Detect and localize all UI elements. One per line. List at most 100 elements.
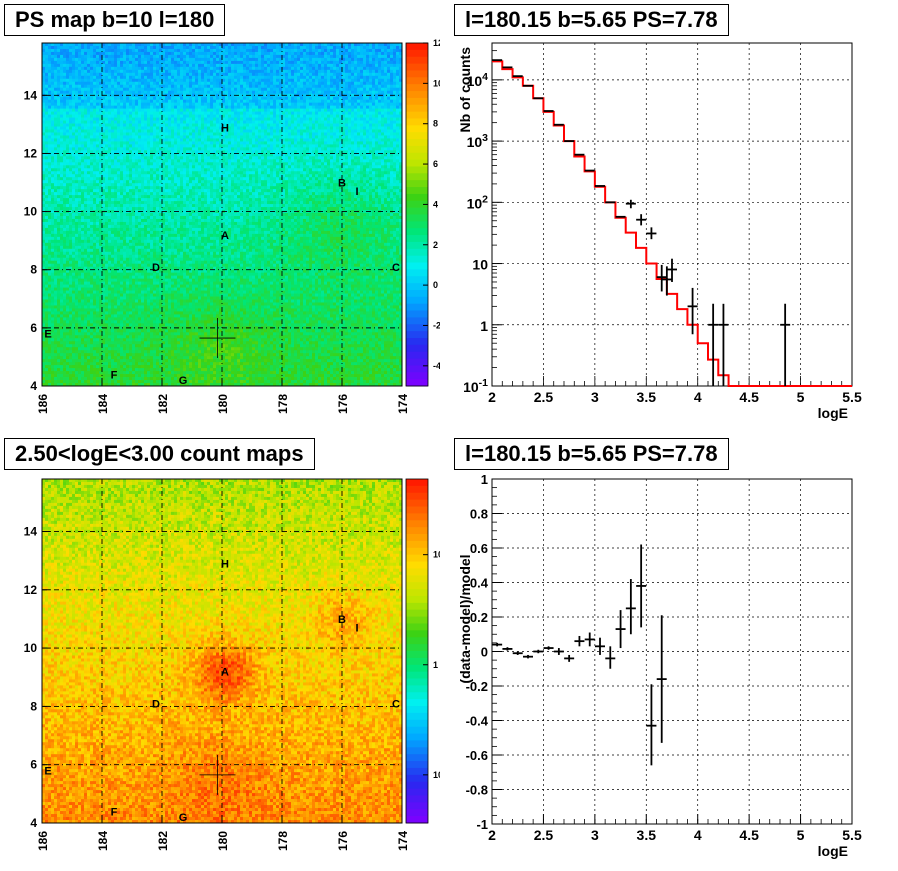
heatmap-cell bbox=[213, 87, 217, 92]
heatmap-cell bbox=[366, 54, 370, 59]
heatmap-cell bbox=[78, 57, 82, 62]
heatmap-cell bbox=[69, 159, 73, 163]
heatmap-cell bbox=[324, 60, 328, 65]
heatmap-cell bbox=[111, 48, 115, 53]
heatmap-cell bbox=[165, 72, 169, 77]
heatmap-cell bbox=[81, 159, 85, 163]
heatmap-cell bbox=[369, 90, 373, 95]
heatmap-cell bbox=[396, 147, 400, 151]
heatmap-cell bbox=[276, 90, 280, 95]
heatmap-cell bbox=[189, 51, 193, 56]
heatmap-cell bbox=[324, 108, 328, 112]
heatmap-cell bbox=[288, 48, 292, 53]
heatmap-cell bbox=[135, 87, 139, 92]
heatmap-cell bbox=[351, 126, 355, 130]
heatmap-cell bbox=[351, 108, 355, 112]
heatmap-cell bbox=[84, 54, 88, 59]
heatmap-cell bbox=[243, 147, 247, 151]
heatmap-cell bbox=[249, 132, 253, 136]
heatmap-cell bbox=[339, 159, 343, 163]
heatmap-cell bbox=[384, 108, 388, 112]
heatmap-cell bbox=[372, 102, 376, 107]
heatmap-cell bbox=[141, 141, 145, 145]
heatmap-cell bbox=[234, 153, 238, 157]
heatmap-cell bbox=[315, 129, 319, 133]
heatmap-cell bbox=[228, 57, 232, 62]
heatmap-cell bbox=[42, 165, 46, 169]
heatmap-cell bbox=[102, 126, 106, 130]
heatmap-cell bbox=[294, 102, 298, 107]
heatmap-cell bbox=[126, 114, 130, 118]
heatmap-cell bbox=[354, 43, 358, 47]
heatmap-cell bbox=[189, 87, 193, 92]
heatmap-cell bbox=[324, 126, 328, 130]
heatmap-cell bbox=[102, 75, 106, 80]
heatmap-cell bbox=[267, 144, 271, 148]
heatmap-cell bbox=[111, 54, 115, 59]
heatmap-cell bbox=[132, 87, 136, 92]
heatmap-cell bbox=[231, 165, 235, 169]
heatmap-cell bbox=[48, 63, 52, 68]
heatmap-cell bbox=[381, 102, 385, 107]
heatmap-cell bbox=[174, 84, 178, 89]
heatmap-cell bbox=[336, 111, 340, 115]
heatmap-cell bbox=[189, 162, 193, 166]
heatmap-cell bbox=[60, 129, 64, 133]
heatmap-cell bbox=[132, 159, 136, 163]
heatmap-cell bbox=[378, 141, 382, 145]
heatmap-cell bbox=[96, 156, 100, 160]
heatmap-cell bbox=[366, 144, 370, 148]
heatmap-cell bbox=[57, 66, 61, 71]
heatmap-cell bbox=[108, 78, 112, 83]
heatmap-cell bbox=[51, 111, 55, 115]
heatmap-cell bbox=[222, 43, 226, 47]
heatmap-cell bbox=[354, 153, 358, 157]
heatmap-cell bbox=[198, 84, 202, 89]
heatmap-cell bbox=[324, 159, 328, 163]
heatmap-cell bbox=[219, 159, 223, 163]
heatmap-cell bbox=[333, 117, 337, 121]
heatmap-cell bbox=[264, 162, 268, 166]
heatmap-cell bbox=[387, 102, 391, 107]
heatmap-cell bbox=[132, 57, 136, 62]
heatmap-cell bbox=[315, 90, 319, 95]
heatmap-cell bbox=[192, 51, 196, 56]
heatmap-cell bbox=[213, 147, 217, 151]
heatmap-cell bbox=[180, 141, 184, 145]
heatmap-cell bbox=[90, 72, 94, 77]
heatmap-cell bbox=[42, 123, 46, 127]
heatmap-cell bbox=[267, 147, 271, 151]
heatmap-cell bbox=[177, 150, 181, 154]
heatmap-cell bbox=[123, 75, 127, 80]
heatmap-cell bbox=[243, 48, 247, 53]
heatmap-cell bbox=[216, 87, 220, 92]
heatmap-cell bbox=[291, 123, 295, 127]
heatmap-cell bbox=[351, 78, 355, 83]
heatmap-cell bbox=[354, 123, 358, 127]
heatmap-cell bbox=[294, 132, 298, 136]
heatmap-cell bbox=[348, 144, 352, 148]
heatmap-cell bbox=[171, 99, 175, 104]
heatmap-cell bbox=[381, 159, 385, 163]
heatmap-cell bbox=[234, 147, 238, 151]
heatmap-cell bbox=[336, 93, 340, 98]
heatmap-cell bbox=[399, 63, 403, 68]
heatmap-cell bbox=[183, 150, 187, 154]
heatmap-cell bbox=[357, 141, 361, 145]
heatmap-cell bbox=[366, 114, 370, 118]
heatmap-cell bbox=[207, 159, 211, 163]
heatmap-cell bbox=[291, 126, 295, 130]
heatmap-cell bbox=[342, 75, 346, 80]
heatmap-cell bbox=[345, 141, 349, 145]
heatmap-cell bbox=[120, 153, 124, 157]
heatmap-cell bbox=[129, 90, 133, 95]
heatmap-cell bbox=[393, 156, 397, 160]
heatmap-cell bbox=[255, 141, 259, 145]
heatmap-cell bbox=[150, 150, 154, 154]
heatmap-cell bbox=[180, 150, 184, 154]
heatmap-cell bbox=[372, 129, 376, 133]
heatmap-cell bbox=[246, 66, 250, 71]
heatmap-cell bbox=[243, 111, 247, 115]
heatmap-cell bbox=[357, 159, 361, 163]
heatmap-cell bbox=[159, 60, 163, 65]
